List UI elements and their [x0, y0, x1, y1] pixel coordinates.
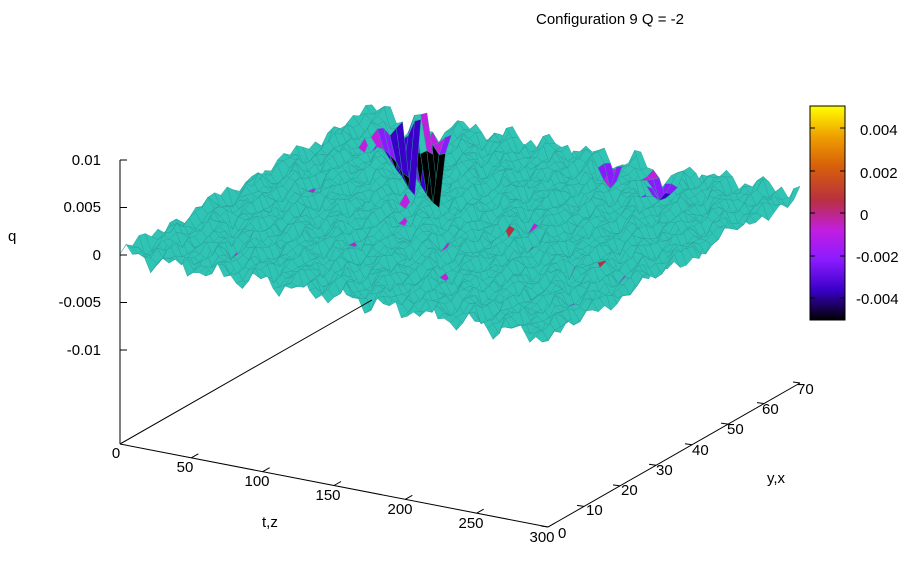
y-tick — [756, 402, 765, 405]
y-tick-label-3: 30 — [656, 462, 673, 479]
x-tick — [405, 494, 413, 500]
x-tick-label-2: 100 — [244, 473, 269, 490]
z-tick-label-4: -0.01 — [67, 342, 101, 359]
surface-mesh — [119, 104, 801, 343]
y-tick — [684, 443, 693, 446]
z-tick-label-0: 0.01 — [72, 152, 101, 169]
colorbar-tick-label-0: 0.004 — [860, 122, 898, 139]
y-tick-label-0: 0 — [558, 525, 566, 542]
x-tick — [547, 522, 556, 528]
x-tick-label-3: 150 — [315, 487, 340, 504]
y-axis-line — [547, 382, 801, 528]
x-tick — [262, 467, 270, 473]
colorbar-tick-label-4: -0.004 — [856, 291, 899, 308]
ticks — [119, 159, 801, 528]
x-tick — [119, 439, 128, 445]
y-tick — [576, 504, 585, 507]
x-tick-label-4: 200 — [387, 501, 412, 518]
z-tick-label-1: 0.005 — [63, 199, 101, 216]
colorbar-tick-label-1: 0.002 — [860, 165, 898, 182]
back-y-axis-line — [119, 299, 373, 445]
x-tick — [333, 481, 342, 486]
y-tick-label-1: 10 — [586, 502, 603, 519]
surface-cell — [719, 169, 734, 178]
chart-title: Configuration 9 Q = -2 — [536, 11, 684, 28]
z-tick-label-3: -0.005 — [58, 294, 101, 311]
y-tick-label-4: 40 — [692, 442, 709, 459]
colorbar — [809, 105, 846, 321]
y-tick — [540, 525, 549, 528]
y-tick — [612, 484, 621, 487]
y-tick-label-2: 20 — [621, 482, 638, 499]
x-tick-label-0: 0 — [112, 445, 120, 462]
y-tick-label-6: 60 — [762, 401, 779, 418]
colorbar-ticks — [810, 127, 845, 299]
y-tick-label-5: 50 — [727, 421, 744, 438]
y-axis-title: y,x — [767, 470, 786, 487]
z-axis-title: q — [8, 228, 16, 245]
y-tick — [648, 463, 657, 466]
y-tick — [792, 381, 801, 384]
x-tick — [476, 508, 484, 514]
x-tick — [191, 453, 199, 459]
y-tick — [720, 422, 729, 425]
y-tick-label-7: 70 — [797, 381, 814, 398]
colorbar-tick-label-2: 0 — [860, 207, 868, 224]
colorbar-tick-label-3: -0.002 — [856, 249, 899, 266]
x-axis-title: t,z — [262, 514, 278, 531]
x-tick-label-6: 300 — [529, 529, 554, 546]
z-tick-label-2: 0 — [93, 247, 101, 264]
x-tick-label-5: 250 — [458, 515, 483, 532]
surface-cell — [787, 185, 801, 208]
x-tick-label-1: 50 — [177, 459, 194, 476]
